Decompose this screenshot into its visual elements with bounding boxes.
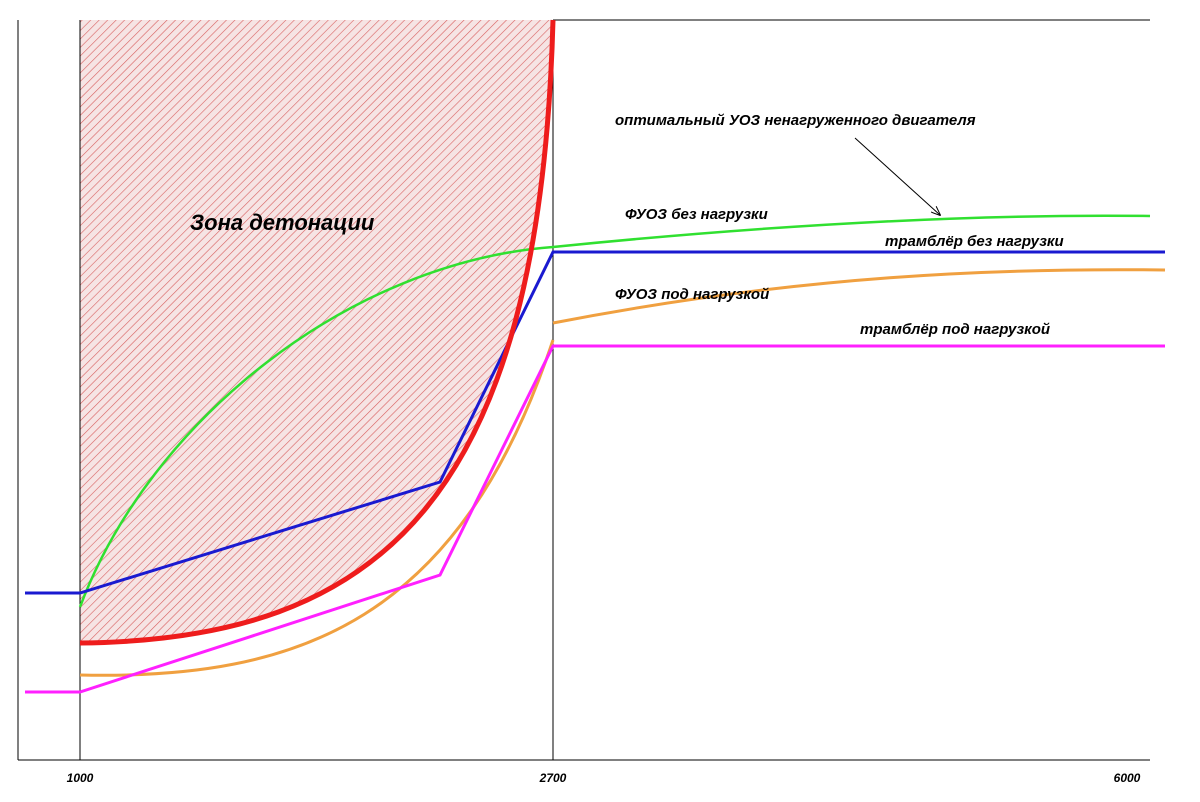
curve-label: ФУОЗ под нагрузкой bbox=[615, 286, 769, 303]
detonation-zone bbox=[80, 20, 553, 643]
fuoz-no-load-curve bbox=[78, 214, 1151, 608]
zone-label: Зона детонации bbox=[190, 210, 375, 235]
curve-label: трамблёр под нагрузкой bbox=[860, 321, 1050, 338]
curve-label: трамблёр без нагрузки bbox=[885, 233, 1064, 250]
x-tick-label: 6000 bbox=[1114, 771, 1141, 785]
x-tick-label: 2700 bbox=[539, 771, 567, 785]
axes bbox=[17, 19, 1150, 761]
arrow bbox=[854, 137, 940, 215]
distributor-load-curve bbox=[25, 344, 1165, 694]
detonation-boundary bbox=[79, 19, 556, 646]
x-tick-label: 1000 bbox=[67, 771, 94, 785]
curve-label: оптимальный УОЗ ненагруженного двигателя bbox=[615, 112, 976, 129]
curve-label: ФУОЗ без нагрузки bbox=[625, 206, 768, 223]
distributor-no-load-curve bbox=[25, 250, 1165, 595]
fuoz-load-curve bbox=[79, 268, 1166, 677]
